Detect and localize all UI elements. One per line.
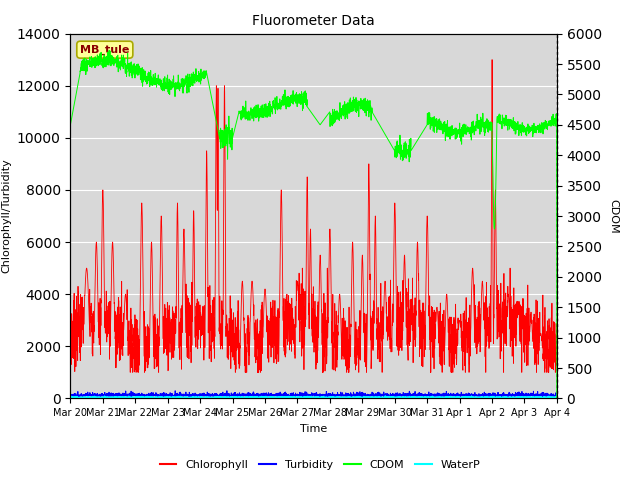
Legend: Chlorophyll, Turbidity, CDOM, WaterP: Chlorophyll, Turbidity, CDOM, WaterP — [155, 456, 485, 474]
X-axis label: Time: Time — [300, 424, 327, 433]
Title: Fluorometer Data: Fluorometer Data — [252, 14, 375, 28]
Y-axis label: CDOM: CDOM — [608, 199, 618, 233]
Y-axis label: Chlorophyll/Turbidity: Chlorophyll/Turbidity — [1, 158, 12, 274]
Text: MB_tule: MB_tule — [80, 45, 129, 55]
